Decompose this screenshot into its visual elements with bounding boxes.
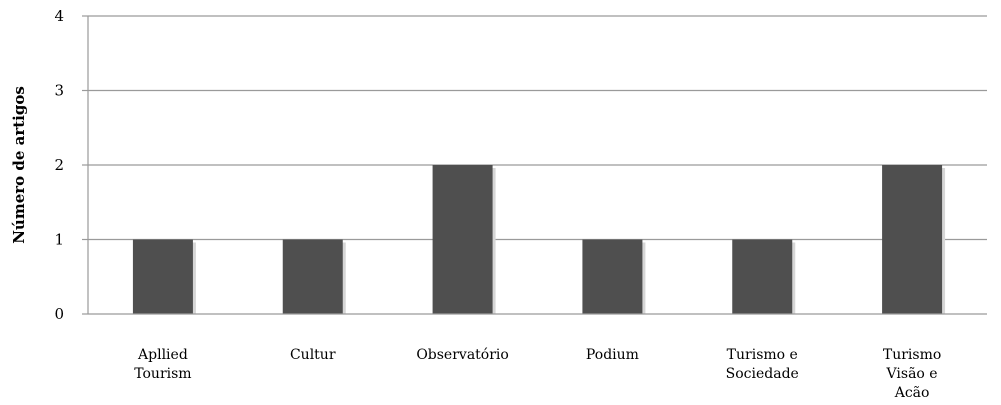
x-category-label: Turismo Visão e Acão [883,347,941,401]
y-tick-label: 0 [54,305,64,323]
bar [432,165,493,314]
gridlines [88,15,987,241]
x-category-label: Podium [586,347,639,363]
y-tick-label: 3 [54,82,64,100]
y-tick-label: 2 [54,156,64,174]
y-tick-label: 1 [54,231,64,249]
labels: 0 1 2 3 4 Apllied Tourism Cultur Observatório Pod… [54,7,941,401]
axes [82,15,987,315]
bars [132,165,946,314]
bar [882,165,943,314]
bar [582,239,643,314]
y-tick-label: 4 [54,7,64,25]
x-category-label: Cultur [290,347,336,363]
bar [132,239,193,314]
bar [732,239,793,314]
x-category-label: Observatório [416,347,509,363]
bar [282,239,343,314]
y-axis-title: Número de artigos [10,86,28,244]
x-category-label: Turismo e Sociedade [726,347,799,382]
x-category-label: Apllied Tourism [134,347,191,382]
